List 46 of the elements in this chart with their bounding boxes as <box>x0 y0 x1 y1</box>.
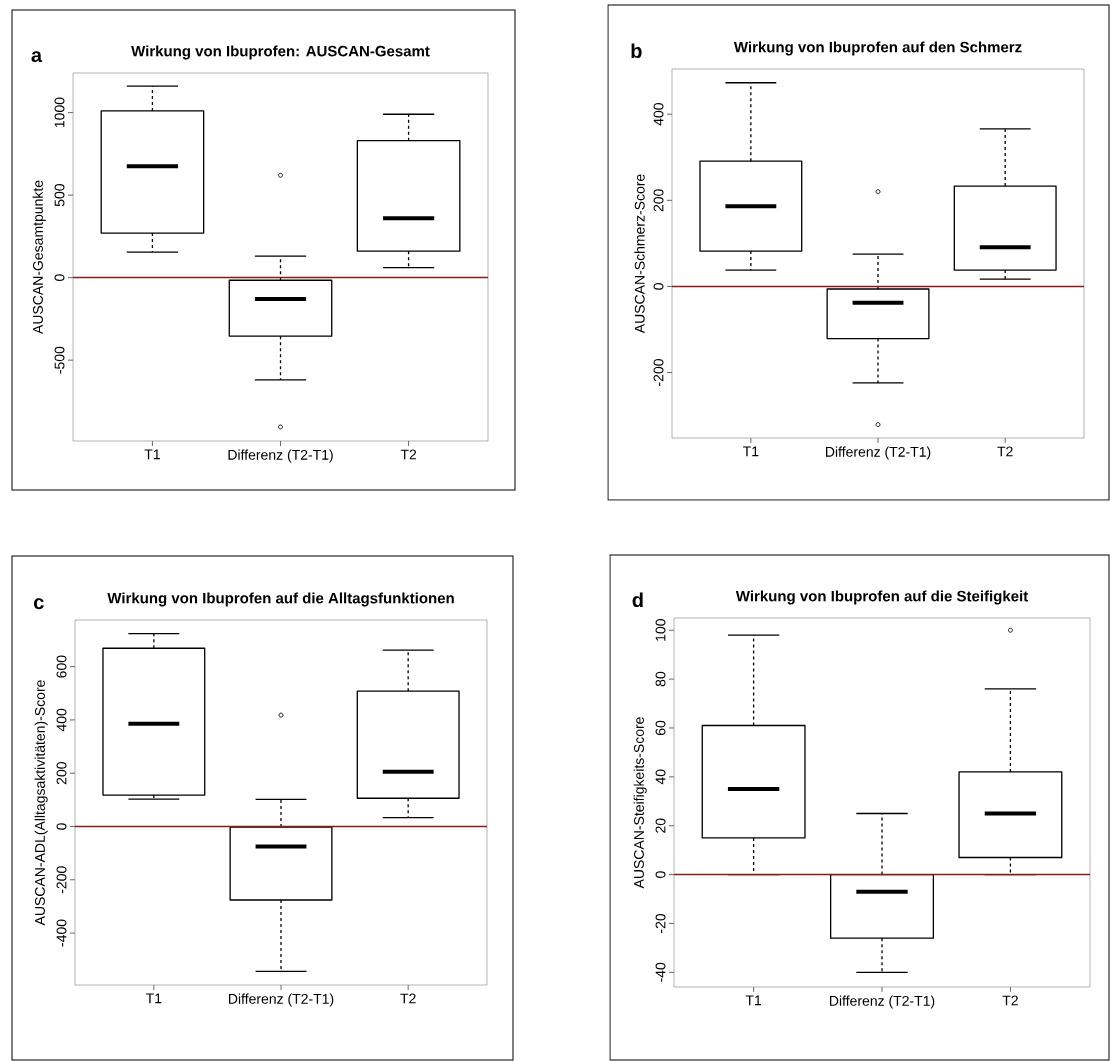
y-tick-label: -400 <box>56 919 67 947</box>
y-tick-label: 400 <box>653 103 664 126</box>
text: a <box>31 51 43 63</box>
y-tick-label: -500 <box>54 346 65 374</box>
y-tick-label: 100 <box>655 619 666 641</box>
y-tick-label: 200 <box>56 762 67 785</box>
y-axis-title: AUSCAN-Steifigkeits-Score <box>633 717 647 889</box>
y-tick-label: -200 <box>653 359 664 386</box>
y-tick-label: -40 <box>655 962 666 982</box>
y-tick-label: 0 <box>54 274 65 281</box>
x-tick-label: T1 <box>144 449 160 460</box>
x-tick-label: T1 <box>745 995 762 1006</box>
y-tick-label: 40 <box>655 769 666 785</box>
text: b <box>631 43 642 59</box>
y-tick-label: -20 <box>655 913 666 933</box>
x-tick-label: Differenz (T2-T1) <box>228 449 333 463</box>
chart-title: Wirkung von Ibuprofen auf die Steifigkeit <box>735 590 1029 605</box>
x-tick-label: Differenz (T2-T1) <box>228 993 334 1007</box>
x-tick-label: Differenz (T2-T1) <box>830 995 935 1009</box>
y-tick-label: -200 <box>56 866 67 894</box>
text: c <box>34 598 44 610</box>
text: d <box>632 592 643 608</box>
x-tick-label: T2 <box>400 449 417 460</box>
y-axis-title: AUSCAN-ADL(Alltagsaktivitäten)-Score <box>34 680 48 926</box>
y-tick-label: 0 <box>56 823 67 830</box>
y-tick-label: 1000 <box>54 97 65 128</box>
chart-title: Wirkung von Ibuprofen auf die Alltagsfunktionen <box>107 592 454 607</box>
y-axis-title: AUSCAN-Gesamtpunkte <box>32 180 46 334</box>
y-tick-label: 200 <box>653 189 664 212</box>
y-axis-title: AUSCAN-Schmerz-Score <box>634 174 645 334</box>
x-tick-label: T2 <box>1002 995 1018 1006</box>
y-tick-label: 600 <box>56 655 67 678</box>
y-tick-label: 60 <box>655 720 666 736</box>
chart-title: Wirkung von Ibuprofen auf den Schmerz <box>733 41 1022 56</box>
x-tick-label: T1 <box>145 993 162 1004</box>
y-tick-label: 400 <box>56 708 67 732</box>
y-tick-label: 80 <box>655 671 666 687</box>
x-tick-label: T2 <box>997 446 1013 457</box>
y-tick-label: 20 <box>655 818 666 833</box>
x-tick-label: T2 <box>400 993 416 1004</box>
x-tick-label: Differenz (T2-T1) <box>826 446 931 460</box>
y-tick-label: 0 <box>653 283 664 290</box>
x-tick-label: T1 <box>743 446 759 457</box>
y-tick-label: 0 <box>655 871 666 878</box>
y-tick-label: 500 <box>54 183 65 207</box>
chart-title: Wirkung von Ibuprofen: AUSCAN-Gesamt <box>131 45 430 60</box>
